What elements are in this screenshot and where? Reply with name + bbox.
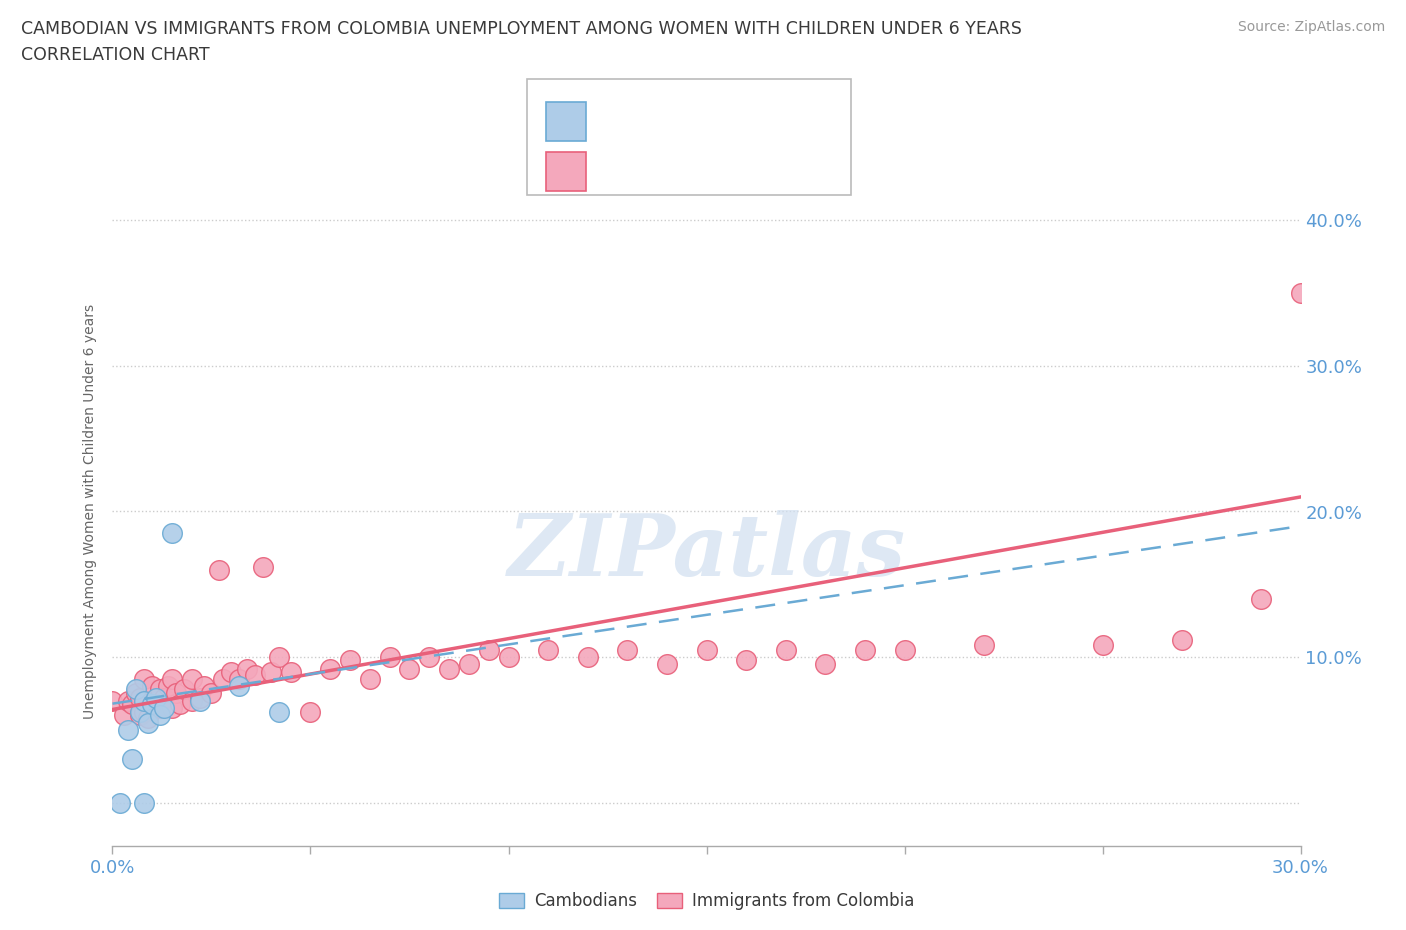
- Point: [576, 650, 599, 665]
- Legend: Cambodians, Immigrants from Colombia: Cambodians, Immigrants from Colombia: [494, 887, 920, 915]
- Point: [893, 643, 915, 658]
- Point: [267, 705, 290, 720]
- Point: [280, 664, 302, 679]
- Point: [359, 671, 381, 686]
- Point: [141, 697, 163, 711]
- Point: [165, 686, 187, 701]
- Point: [193, 679, 215, 694]
- Point: [478, 643, 501, 658]
- Point: [160, 700, 183, 715]
- Point: [437, 661, 460, 676]
- Point: [398, 661, 420, 676]
- Point: [141, 697, 163, 711]
- Text: R = 0.464   N = 63: R = 0.464 N = 63: [600, 163, 765, 180]
- Point: [136, 715, 159, 730]
- Point: [173, 682, 195, 697]
- Point: [149, 682, 172, 697]
- Point: [188, 690, 211, 705]
- Text: R = 0.075   N = 16: R = 0.075 N = 16: [600, 113, 765, 130]
- Point: [1250, 591, 1272, 606]
- Point: [252, 559, 274, 574]
- Point: [125, 686, 148, 701]
- Text: Source: ZipAtlas.com: Source: ZipAtlas.com: [1237, 20, 1385, 34]
- Point: [853, 643, 876, 658]
- Point: [260, 664, 283, 679]
- Point: [735, 653, 758, 668]
- Point: [228, 671, 250, 686]
- Point: [160, 525, 183, 540]
- Point: [149, 708, 172, 723]
- Text: CAMBODIAN VS IMMIGRANTS FROM COLOMBIA UNEMPLOYMENT AMONG WOMEN WITH CHILDREN UND: CAMBODIAN VS IMMIGRANTS FROM COLOMBIA UN…: [21, 20, 1022, 38]
- Point: [200, 686, 222, 701]
- Text: ZIPatlas: ZIPatlas: [508, 510, 905, 593]
- Point: [1091, 638, 1114, 653]
- Point: [299, 705, 322, 720]
- Point: [458, 657, 481, 671]
- Point: [180, 671, 202, 686]
- Point: [267, 650, 290, 665]
- Point: [537, 643, 560, 658]
- Point: [149, 700, 172, 715]
- Point: [125, 682, 148, 697]
- Point: [973, 638, 995, 653]
- Point: [498, 650, 520, 665]
- Point: [188, 693, 211, 708]
- Point: [1170, 632, 1192, 647]
- Point: [236, 661, 259, 676]
- Point: [134, 795, 156, 810]
- Point: [134, 693, 156, 708]
- Point: [141, 679, 163, 694]
- Point: [418, 650, 440, 665]
- Point: [219, 664, 242, 679]
- Point: [156, 679, 179, 694]
- Point: [117, 723, 139, 737]
- Point: [180, 693, 202, 708]
- Text: CORRELATION CHART: CORRELATION CHART: [21, 46, 209, 64]
- Point: [655, 657, 678, 671]
- Point: [121, 751, 143, 766]
- Point: [208, 563, 231, 578]
- Point: [136, 711, 159, 725]
- Point: [339, 653, 361, 668]
- Point: [134, 671, 156, 686]
- Y-axis label: Unemployment Among Women with Children Under 6 years: Unemployment Among Women with Children U…: [83, 304, 97, 719]
- Point: [121, 697, 143, 711]
- Point: [129, 708, 152, 723]
- Point: [112, 708, 135, 723]
- Point: [814, 657, 837, 671]
- Point: [696, 643, 718, 658]
- Point: [212, 671, 235, 686]
- Point: [319, 661, 342, 676]
- Point: [616, 643, 638, 658]
- Point: [378, 650, 401, 665]
- Point: [129, 690, 152, 705]
- Point: [101, 693, 124, 708]
- Point: [129, 705, 152, 720]
- Point: [153, 690, 176, 705]
- Point: [134, 705, 156, 720]
- Point: [117, 693, 139, 708]
- Point: [110, 795, 132, 810]
- Point: [153, 700, 176, 715]
- Point: [145, 693, 167, 708]
- Point: [243, 667, 266, 682]
- Point: [1289, 286, 1312, 300]
- Point: [228, 679, 250, 694]
- Point: [775, 643, 797, 658]
- Point: [145, 690, 167, 705]
- Point: [169, 697, 191, 711]
- Point: [160, 671, 183, 686]
